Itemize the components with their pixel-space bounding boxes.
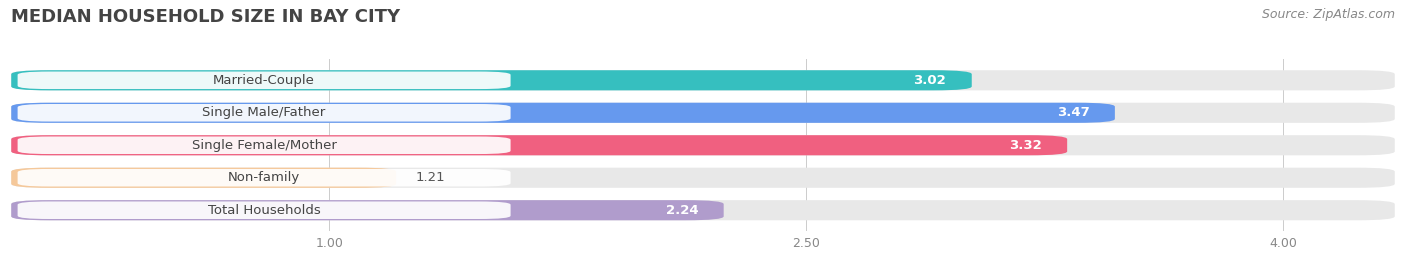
FancyBboxPatch shape	[11, 103, 1395, 123]
Text: Married-Couple: Married-Couple	[214, 74, 315, 87]
Text: Total Households: Total Households	[208, 204, 321, 217]
FancyBboxPatch shape	[11, 135, 1395, 155]
FancyBboxPatch shape	[11, 70, 1395, 90]
Text: 3.47: 3.47	[1057, 106, 1090, 119]
FancyBboxPatch shape	[18, 72, 510, 89]
Text: MEDIAN HOUSEHOLD SIZE IN BAY CITY: MEDIAN HOUSEHOLD SIZE IN BAY CITY	[11, 8, 401, 26]
FancyBboxPatch shape	[18, 201, 510, 219]
FancyBboxPatch shape	[11, 135, 1067, 155]
Text: 3.02: 3.02	[914, 74, 946, 87]
FancyBboxPatch shape	[11, 70, 972, 90]
Text: Non-family: Non-family	[228, 171, 301, 184]
FancyBboxPatch shape	[11, 103, 1115, 123]
Text: 1.21: 1.21	[415, 171, 444, 184]
FancyBboxPatch shape	[11, 168, 1395, 188]
FancyBboxPatch shape	[11, 200, 1395, 220]
FancyBboxPatch shape	[11, 200, 724, 220]
FancyBboxPatch shape	[18, 169, 510, 186]
Text: Single Female/Mother: Single Female/Mother	[191, 139, 336, 152]
Text: Single Male/Father: Single Male/Father	[202, 106, 326, 119]
FancyBboxPatch shape	[18, 104, 510, 122]
Text: Source: ZipAtlas.com: Source: ZipAtlas.com	[1261, 8, 1395, 21]
Text: 2.24: 2.24	[665, 204, 699, 217]
Text: 3.32: 3.32	[1010, 139, 1042, 152]
FancyBboxPatch shape	[18, 136, 510, 154]
FancyBboxPatch shape	[11, 168, 396, 188]
